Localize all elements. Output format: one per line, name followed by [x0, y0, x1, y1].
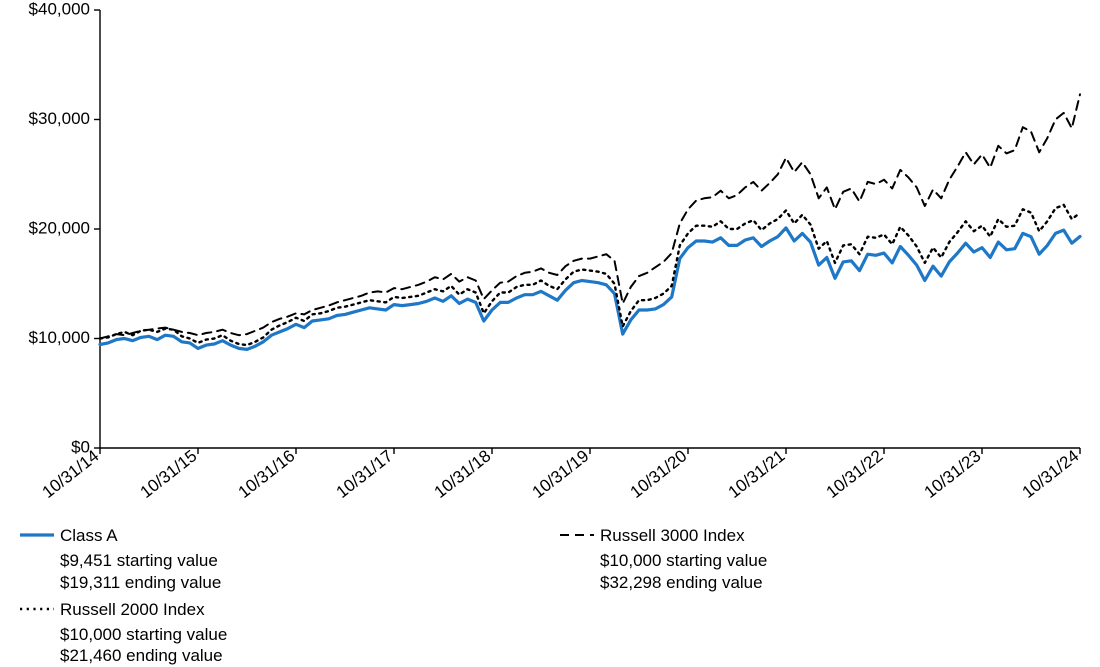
- y-tick-label: $10,000: [29, 328, 90, 347]
- y-tick-label: $20,000: [29, 218, 90, 237]
- x-tick-label: 10/31/22: [823, 446, 887, 502]
- legend-item-russell_3000: Russell 3000 Index $10,000 starting value…: [560, 525, 767, 593]
- y-tick-label: $40,000: [29, 0, 90, 18]
- x-tick-label: 10/31/19: [529, 446, 593, 502]
- legend-ending-value: $21,460 ending value: [60, 645, 227, 666]
- x-tick-label: 10/31/24: [1019, 446, 1083, 502]
- legend-swatch-russell_3000: [560, 525, 600, 545]
- x-tick-label: 10/31/16: [235, 446, 299, 502]
- y-tick-label: $30,000: [29, 109, 90, 128]
- legend-label: Russell 3000 Index: [600, 525, 745, 546]
- legend-left-column: Class A $9,451 starting value$19,311 endi…: [20, 525, 227, 667]
- legend: Class A $9,451 starting value$19,311 endi…: [0, 525, 1100, 653]
- legend-starting-value: $9,451 starting value: [60, 550, 227, 571]
- legend-swatch-class_a: [20, 525, 60, 545]
- x-tick-label: 10/31/20: [627, 446, 691, 502]
- legend-item-russell_2000: Russell 2000 Index $10,000 starting value…: [20, 599, 227, 667]
- legend-right-column: Russell 3000 Index $10,000 starting value…: [560, 525, 767, 593]
- series-class_a: [100, 228, 1080, 350]
- legend-ending-value: $32,298 ending value: [600, 572, 767, 593]
- legend-label: Class A: [60, 525, 118, 546]
- legend-item-class_a: Class A $9,451 starting value$19,311 endi…: [20, 525, 227, 593]
- x-tick-label: 10/31/23: [921, 446, 985, 502]
- legend-starting-value: $10,000 starting value: [60, 624, 227, 645]
- legend-label: Russell 2000 Index: [60, 599, 205, 620]
- x-tick-label: 10/31/15: [137, 446, 201, 502]
- growth-chart: $0$10,000$20,000$30,000$40,00010/31/1410…: [0, 0, 1100, 653]
- series-russell_3000: [100, 94, 1080, 338]
- legend-starting-value: $10,000 starting value: [600, 550, 767, 571]
- legend-swatch-russell_2000: [20, 599, 60, 619]
- x-tick-label: 10/31/18: [431, 446, 495, 502]
- series-russell_2000: [100, 205, 1080, 345]
- x-tick-label: 10/31/21: [725, 446, 789, 502]
- x-tick-label: 10/31/17: [333, 446, 397, 502]
- legend-ending-value: $19,311 ending value: [60, 572, 227, 593]
